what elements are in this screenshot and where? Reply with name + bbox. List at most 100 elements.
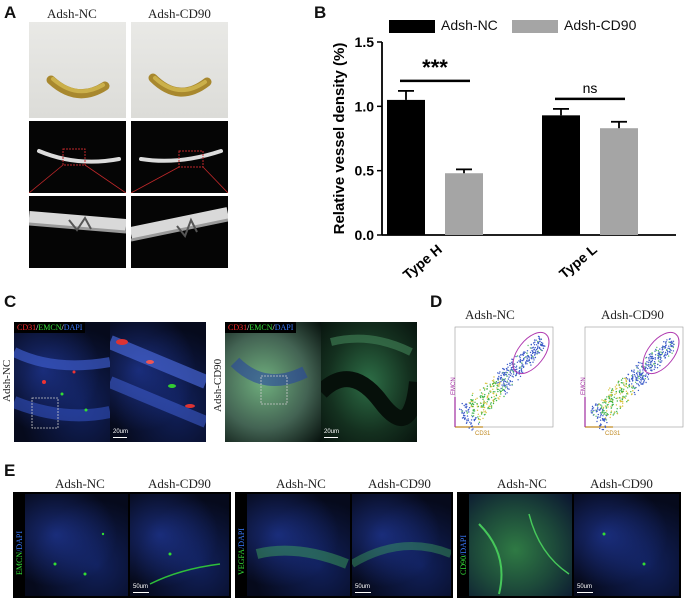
flow-event bbox=[603, 412, 606, 414]
flow-event bbox=[520, 354, 522, 356]
flow-event bbox=[469, 402, 471, 404]
flow-event bbox=[619, 393, 621, 395]
flow-event bbox=[531, 352, 534, 355]
flow-event bbox=[606, 421, 608, 424]
vessel-density-chart: 0.0 0.5 1.0 1.5 Relative vessel density (%) T… bbox=[331, 34, 676, 283]
flow-event bbox=[536, 352, 538, 354]
flow-event bbox=[506, 386, 508, 388]
flow-event bbox=[648, 353, 651, 356]
flow-event bbox=[604, 426, 607, 428]
flow-event bbox=[619, 405, 621, 407]
flow-event bbox=[664, 356, 666, 359]
flow-event bbox=[503, 380, 505, 383]
flow-event bbox=[495, 397, 497, 400]
flow-event bbox=[489, 383, 491, 385]
flow-event bbox=[665, 344, 667, 346]
flow-event bbox=[624, 377, 626, 379]
flow-event bbox=[609, 413, 612, 416]
panel-label-e: E bbox=[4, 461, 16, 480]
flow-event bbox=[458, 408, 461, 410]
flow-event bbox=[470, 423, 472, 425]
flow-event bbox=[602, 408, 604, 410]
flow-event bbox=[611, 388, 614, 390]
flow-event bbox=[511, 358, 513, 360]
flow-event bbox=[482, 398, 484, 401]
flow-event bbox=[466, 412, 468, 414]
flow-event bbox=[671, 342, 674, 344]
flow-event bbox=[473, 410, 476, 412]
flow-event bbox=[470, 399, 472, 401]
flow-event bbox=[637, 379, 639, 382]
y-axis-label: Relative vessel density (%) bbox=[331, 43, 348, 235]
y-tick-label: 0.5 bbox=[355, 163, 375, 179]
flow-event bbox=[506, 369, 508, 371]
flow-event bbox=[602, 402, 604, 404]
flow-event bbox=[622, 377, 624, 380]
flow-event bbox=[516, 372, 518, 375]
flow-event bbox=[496, 388, 499, 391]
flow-event bbox=[668, 345, 670, 347]
bar-type-l-0 bbox=[542, 115, 580, 235]
panel-label-b: B bbox=[314, 3, 327, 22]
stain-cd31: CD31 bbox=[17, 323, 37, 332]
chart-legend: Adsh-NC Adsh-CD90 bbox=[389, 15, 679, 39]
if-image-c-nc-overview: CD31/EMCN/DAPI bbox=[14, 322, 110, 442]
flow-event bbox=[518, 371, 520, 373]
flow-event bbox=[512, 371, 515, 373]
flow-event bbox=[469, 421, 471, 423]
flow-event bbox=[526, 358, 528, 360]
flow-event bbox=[669, 350, 671, 353]
flow-event bbox=[639, 362, 641, 364]
flow-event bbox=[662, 351, 664, 353]
flow-event bbox=[535, 348, 538, 351]
flow-event bbox=[655, 349, 657, 352]
flow-event bbox=[672, 350, 675, 352]
row-label-e-cd90-a: CD90 bbox=[459, 555, 468, 575]
flow-event bbox=[482, 417, 484, 420]
flow-event bbox=[465, 403, 467, 405]
flow-event bbox=[653, 368, 655, 371]
flow-event bbox=[527, 360, 529, 362]
flow-event bbox=[500, 374, 502, 377]
flow-event bbox=[623, 388, 625, 390]
flow-event bbox=[515, 366, 517, 369]
flow-event bbox=[480, 392, 483, 394]
flow-event bbox=[528, 359, 530, 361]
flow-x-label-cd90: CD31 bbox=[605, 431, 621, 437]
flow-event bbox=[507, 378, 510, 380]
flow-event bbox=[522, 371, 524, 374]
flow-event bbox=[637, 361, 640, 364]
flow-event bbox=[504, 393, 507, 395]
flow-event bbox=[526, 363, 528, 365]
flow-event bbox=[611, 397, 613, 400]
flow-event bbox=[648, 363, 650, 366]
flow-event bbox=[616, 400, 618, 402]
flow-event bbox=[665, 341, 667, 343]
flow-event bbox=[604, 398, 606, 401]
y-tick-label: 1.5 bbox=[355, 34, 375, 50]
flow-event bbox=[623, 382, 625, 384]
flow-event bbox=[498, 381, 500, 384]
flow-event bbox=[635, 365, 637, 367]
flow-event bbox=[463, 411, 465, 414]
panel-d-group-cd90: Adsh-CD90 bbox=[601, 307, 664, 322]
flow-event bbox=[599, 423, 602, 425]
flow-event bbox=[663, 355, 665, 357]
flow-event bbox=[651, 356, 653, 358]
flow-event bbox=[529, 347, 532, 349]
flow-event bbox=[643, 375, 645, 377]
flow-event bbox=[531, 349, 533, 352]
row-label-e-emcn-a: EMCN bbox=[15, 551, 24, 575]
flow-event bbox=[486, 403, 488, 405]
flow-event bbox=[657, 360, 660, 362]
flow-event bbox=[597, 416, 599, 418]
flow-event bbox=[621, 388, 623, 390]
if-image-e-vegfa-cd90: 50um bbox=[352, 494, 451, 596]
x-tick-label: Type L bbox=[556, 241, 600, 282]
flow-event bbox=[644, 368, 646, 370]
flow-gate bbox=[642, 331, 680, 375]
flow-event bbox=[498, 375, 500, 378]
flow-event bbox=[465, 407, 468, 409]
legend-swatch-cd90 bbox=[512, 20, 558, 33]
flow-event bbox=[617, 397, 619, 399]
